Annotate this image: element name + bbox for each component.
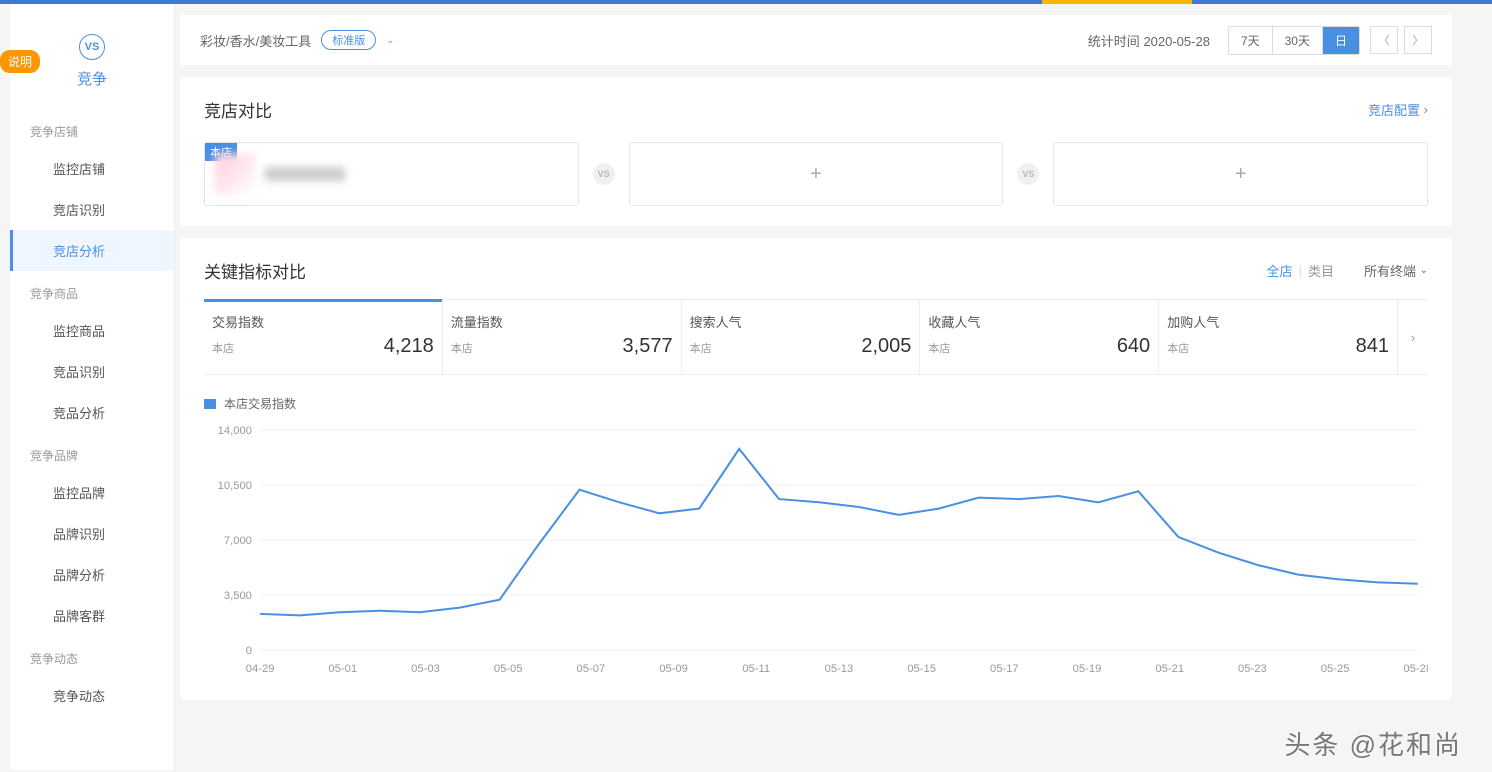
- sidebar-item[interactable]: 竞店识别: [10, 189, 174, 230]
- svg-text:05-21: 05-21: [1155, 663, 1184, 675]
- metric-sub: 本店: [928, 340, 950, 356]
- metric-sub: 本店: [1167, 340, 1189, 356]
- metric-value: 4,218: [384, 335, 434, 358]
- period-button[interactable]: 日: [1323, 27, 1359, 54]
- metric-name: 加购人气: [1167, 312, 1389, 331]
- svg-text:04-29: 04-29: [246, 663, 275, 675]
- metric-name: 收藏人气: [928, 312, 1150, 331]
- add-competitor-2[interactable]: +: [1053, 142, 1428, 206]
- top-filter-bar: 彩妆/香水/美妆工具 标准版 ⌄ 统计时间 2020-05-28 7天30天日 …: [180, 15, 1452, 65]
- svg-text:05-23: 05-23: [1238, 663, 1267, 675]
- svg-text:05-19: 05-19: [1073, 663, 1102, 675]
- scope-tab[interactable]: 类目: [1308, 261, 1334, 280]
- metric-value: 841: [1356, 335, 1389, 358]
- metric-name: 流量指数: [451, 312, 673, 331]
- metric-sub: 本店: [690, 340, 712, 356]
- metric-tab[interactable]: 流量指数本店 3,577: [443, 299, 682, 374]
- prev-button[interactable]: 〈: [1370, 26, 1398, 54]
- chevron-down-icon[interactable]: ⌄: [386, 35, 394, 46]
- scope-tab[interactable]: 全店: [1267, 261, 1293, 280]
- sidebar-section-header: 竞争店铺: [10, 109, 174, 148]
- version-tag: 标准版: [321, 30, 376, 50]
- sidebar-item[interactable]: 竞争动态: [10, 675, 174, 716]
- period-button[interactable]: 30天: [1273, 27, 1323, 54]
- metrics-title: 关键指标对比: [204, 258, 306, 283]
- sidebar-item[interactable]: 竞品识别: [10, 351, 174, 392]
- metric-tab[interactable]: 加购人气本店 841: [1159, 299, 1398, 374]
- svg-text:05-01: 05-01: [328, 663, 357, 675]
- metric-name: 搜索人气: [690, 312, 912, 331]
- metric-sub: 本店: [451, 340, 473, 356]
- own-store-box[interactable]: 本店: [204, 142, 579, 206]
- svg-text:05-03: 05-03: [411, 663, 440, 675]
- compare-card: 竞店对比 竞店配置 › 本店 VS + VS +: [180, 77, 1452, 226]
- metric-value: 2,005: [861, 335, 911, 358]
- metric-value: 3,577: [623, 335, 673, 358]
- sidebar: VS 竞争 竞争店铺监控店铺竞店识别竞店分析竞争商品监控商品竞品识别竞品分析竞争…: [10, 4, 175, 770]
- sidebar-item[interactable]: 品牌识别: [10, 513, 174, 554]
- legend-label: 本店交易指数: [224, 395, 296, 412]
- svg-text:05-17: 05-17: [990, 663, 1019, 675]
- stat-time-label: 统计时间 2020-05-28: [1088, 31, 1210, 50]
- svg-text:05-07: 05-07: [577, 663, 606, 675]
- sidebar-item[interactable]: 品牌客群: [10, 595, 174, 636]
- svg-text:7,000: 7,000: [224, 535, 252, 547]
- sidebar-item[interactable]: 监控商品: [10, 310, 174, 351]
- period-button[interactable]: 7天: [1229, 27, 1273, 54]
- svg-text:0: 0: [246, 645, 252, 657]
- svg-text:05-15: 05-15: [907, 663, 936, 675]
- sidebar-section-header: 竞争动态: [10, 636, 174, 675]
- plus-icon: +: [1235, 163, 1247, 186]
- compare-config-link[interactable]: 竞店配置 ›: [1368, 100, 1428, 119]
- metric-tab[interactable]: 收藏人气本店 640: [920, 299, 1159, 374]
- svg-text:05-28: 05-28: [1403, 663, 1428, 675]
- sidebar-item[interactable]: 品牌分析: [10, 554, 174, 595]
- chevron-down-icon: ⌄: [1420, 265, 1428, 276]
- floating-badge[interactable]: 说明: [0, 50, 40, 73]
- svg-text:3,500: 3,500: [224, 590, 252, 602]
- sidebar-item[interactable]: 监控品牌: [10, 472, 174, 513]
- svg-text:05-05: 05-05: [494, 663, 523, 675]
- svg-text:10,500: 10,500: [218, 480, 252, 492]
- metric-tab[interactable]: 交易指数本店 4,218: [204, 299, 443, 374]
- scope-tabs: 全店|类目: [1267, 261, 1334, 280]
- svg-text:05-11: 05-11: [742, 663, 770, 675]
- period-buttons: 7天30天日: [1228, 26, 1360, 55]
- vs-icon: VS: [79, 34, 105, 60]
- metric-tab[interactable]: 搜索人气本店 2,005: [682, 299, 921, 374]
- metric-sub: 本店: [212, 340, 234, 356]
- sidebar-section-header: 竞争商品: [10, 271, 174, 310]
- add-competitor-1[interactable]: +: [629, 142, 1004, 206]
- metric-name: 交易指数: [212, 312, 434, 331]
- sidebar-section-header: 竞争品牌: [10, 433, 174, 472]
- svg-text:14,000: 14,000: [218, 425, 252, 437]
- metric-value: 640: [1117, 335, 1150, 358]
- svg-text:05-13: 05-13: [825, 663, 854, 675]
- sidebar-item[interactable]: 竞品分析: [10, 392, 174, 433]
- sidebar-item[interactable]: 监控店铺: [10, 148, 174, 189]
- line-chart: 0 3,500 7,000 10,500 14,000 04-29 05-01 05-03 05…: [204, 420, 1428, 680]
- vs-separator-icon: VS: [593, 163, 615, 185]
- vs-separator-icon: VS: [1017, 163, 1039, 185]
- chevron-right-icon: ›: [1424, 102, 1428, 117]
- legend-swatch: [204, 399, 216, 409]
- chart-legend: 本店交易指数: [204, 395, 1428, 412]
- svg-text:05-25: 05-25: [1321, 663, 1350, 675]
- sidebar-item[interactable]: 竞店分析: [10, 230, 174, 271]
- sidebar-title: 竞争: [77, 68, 107, 89]
- compare-title: 竞店对比: [204, 97, 272, 122]
- metric-next-button[interactable]: ›: [1398, 299, 1428, 374]
- next-button[interactable]: 〉: [1404, 26, 1432, 54]
- category-breadcrumb[interactable]: 彩妆/香水/美妆工具: [200, 31, 311, 50]
- plus-icon: +: [810, 163, 822, 186]
- terminal-selector[interactable]: 所有终端 ⌄: [1364, 261, 1428, 280]
- metrics-card: 关键指标对比 全店|类目 所有终端 ⌄ 交易指数本店 4,218 流量指数本店 3,5…: [180, 238, 1452, 700]
- svg-text:05-09: 05-09: [659, 663, 688, 675]
